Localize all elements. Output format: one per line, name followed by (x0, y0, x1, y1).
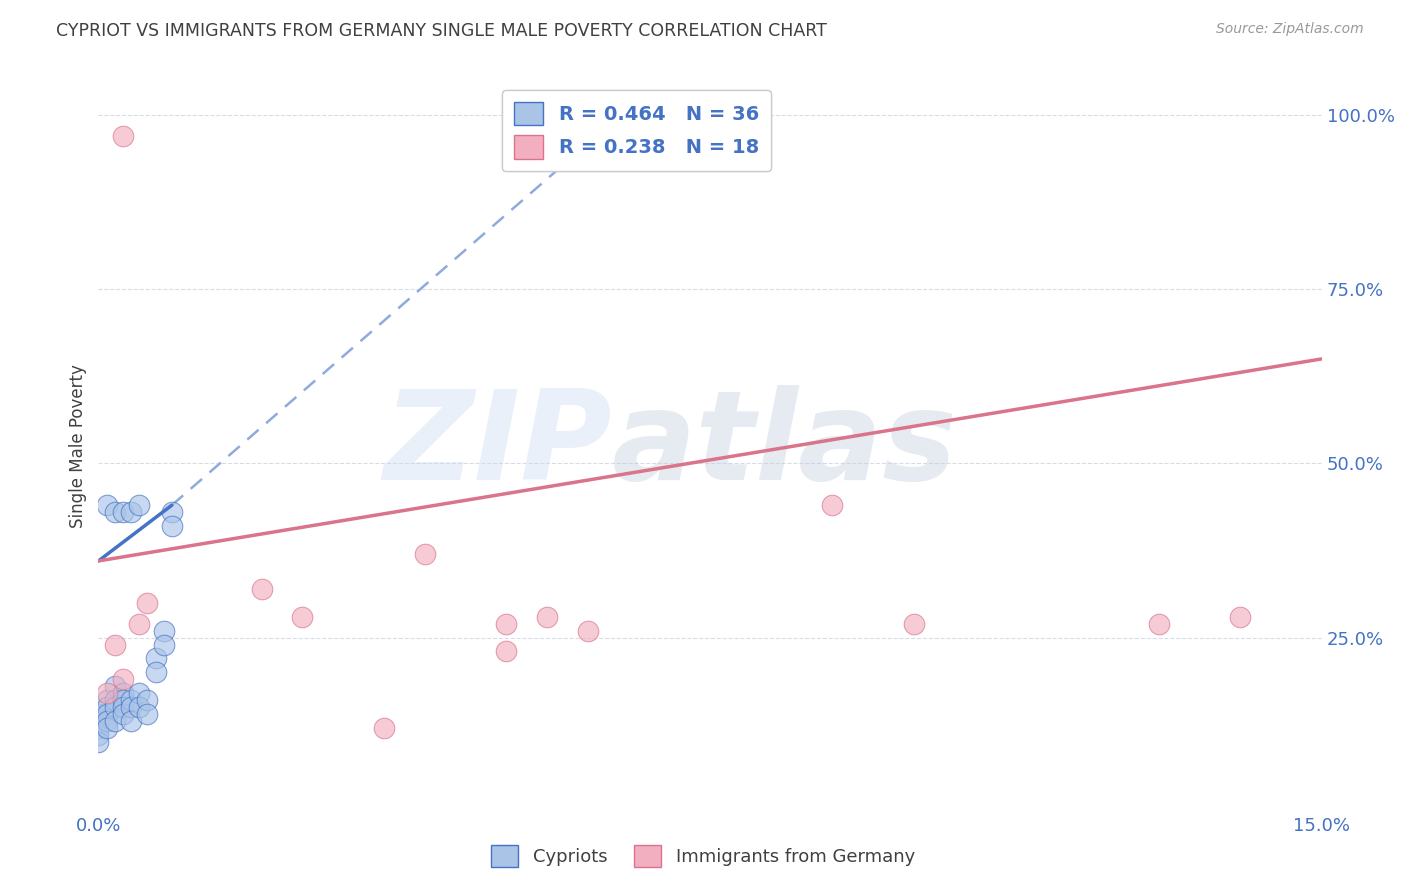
Point (145, 651, 167, 665)
Point (495, 644, 517, 658)
Point (87, 707, 110, 722)
Point (1147, 616, 1170, 631)
Point (96, 498, 118, 512)
Point (111, 686, 134, 700)
Y-axis label: Single Male Poverty: Single Male Poverty (69, 364, 87, 528)
Point (291, 609, 314, 624)
Point (145, 665, 167, 680)
Point (495, 616, 517, 631)
Point (87, 735, 110, 749)
Point (96, 714, 118, 728)
Point (96, 686, 118, 700)
Point (136, 596, 159, 610)
Point (250, 582, 273, 596)
Point (111, 700, 134, 714)
Point (903, 616, 925, 631)
Point (536, 609, 558, 624)
Point (87, 714, 110, 728)
Point (111, 673, 134, 687)
Point (111, 505, 134, 519)
Point (821, 498, 844, 512)
Point (128, 616, 150, 631)
Point (136, 693, 159, 707)
Point (128, 686, 150, 700)
Point (87, 721, 110, 735)
Point (104, 679, 127, 693)
Point (160, 519, 183, 533)
Point (120, 714, 142, 728)
Point (136, 707, 159, 722)
Point (120, 700, 142, 714)
Text: Source: ZipAtlas.com: Source: ZipAtlas.com (1216, 22, 1364, 37)
Legend: Cypriots, Immigrants from Germany: Cypriots, Immigrants from Germany (484, 838, 922, 874)
Text: CYPRIOT VS IMMIGRANTS FROM GERMANY SINGLE MALE POVERTY CORRELATION CHART: CYPRIOT VS IMMIGRANTS FROM GERMANY SINGL… (56, 22, 827, 40)
Point (152, 624, 174, 638)
Point (96, 693, 118, 707)
Point (576, 624, 599, 638)
Point (128, 700, 150, 714)
Point (87, 728, 110, 742)
Point (111, 707, 134, 722)
Point (111, 693, 134, 707)
Text: ZIP: ZIP (384, 385, 612, 507)
Point (96, 721, 118, 735)
Point (96, 707, 118, 722)
Point (160, 505, 183, 519)
Point (104, 714, 127, 728)
Point (96, 700, 118, 714)
Point (128, 498, 150, 512)
Point (120, 693, 142, 707)
Point (152, 638, 174, 652)
Point (413, 547, 436, 561)
Point (104, 638, 127, 652)
Text: atlas: atlas (612, 385, 957, 507)
Point (104, 700, 127, 714)
Point (104, 505, 127, 519)
Point (1229, 609, 1251, 624)
Point (120, 505, 142, 519)
Point (111, 128, 134, 143)
Legend: R = 0.464   N = 36, R = 0.238   N = 18: R = 0.464 N = 36, R = 0.238 N = 18 (502, 90, 770, 170)
Point (373, 721, 395, 735)
Point (104, 693, 127, 707)
